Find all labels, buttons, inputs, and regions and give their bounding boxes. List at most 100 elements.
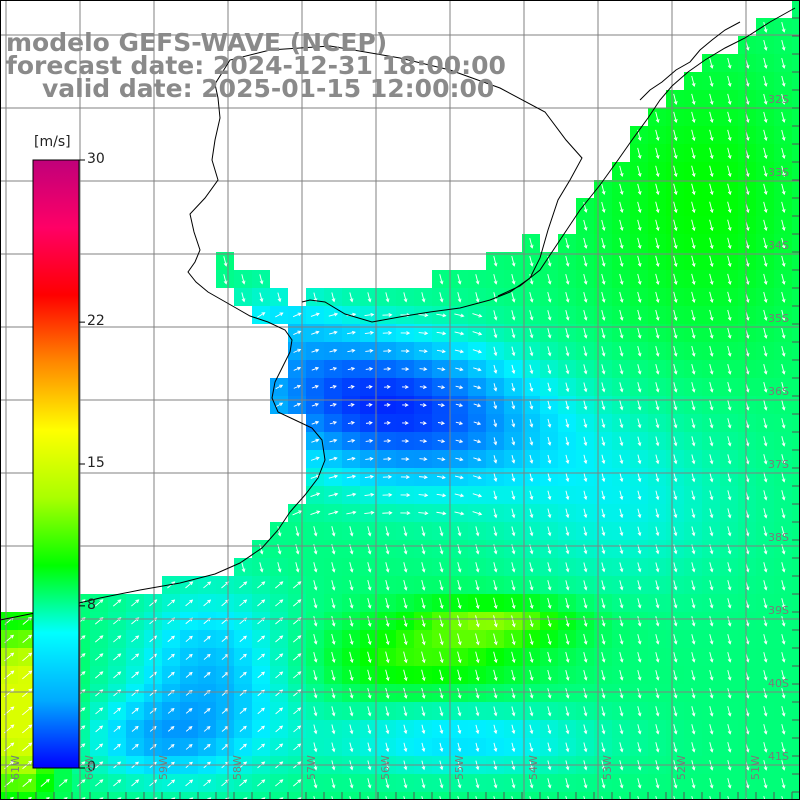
- wind-arrow: [475, 562, 480, 573]
- wind-arrow: [637, 273, 642, 285]
- wind-arrow: [565, 688, 570, 699]
- wind-arrow: [781, 400, 786, 411]
- wind-arrow: [439, 633, 444, 646]
- wind-arrow: [493, 346, 498, 357]
- wind-arrow: [167, 671, 175, 678]
- wind-arrow: [529, 742, 534, 753]
- wind-arrow: [763, 634, 768, 645]
- wind-arrow: [547, 597, 552, 609]
- lat-label: 38S: [768, 531, 789, 544]
- wind-arrow: [331, 292, 336, 303]
- wind-arrow: [385, 615, 390, 628]
- field-cell: [648, 792, 666, 800]
- wind-arrow: [421, 562, 426, 573]
- wind-arrow: [601, 508, 606, 519]
- wind-arrow: [583, 706, 588, 717]
- wind-arrow: [529, 400, 534, 410]
- wind-arrow: [727, 183, 732, 196]
- wind-arrow: [709, 111, 714, 124]
- wind-arrow: [275, 581, 284, 589]
- wind-arrow: [475, 669, 480, 682]
- wind-arrow: [277, 562, 282, 573]
- wind-arrow: [727, 57, 732, 69]
- wind-arrow: [493, 472, 498, 482]
- lat-label: 36S: [768, 385, 789, 398]
- wind-arrow: [547, 633, 552, 646]
- wind-arrow: [583, 273, 588, 285]
- wind-arrow: [781, 147, 786, 159]
- wind-arrow: [637, 652, 642, 663]
- field-cell: [0, 792, 18, 800]
- field-cell: [792, 540, 800, 558]
- wind-arrow: [565, 706, 570, 717]
- wind-arrow: [691, 291, 696, 304]
- wind-arrow: [619, 291, 624, 303]
- wind-arrow: [493, 778, 498, 789]
- wind-arrow: [419, 457, 428, 462]
- wind-arrow: [95, 743, 104, 751]
- wind-arrow: [673, 598, 678, 609]
- wind-arrow: [637, 400, 642, 411]
- field-cell: [792, 54, 800, 72]
- wind-arrow: [655, 634, 660, 645]
- lon-label: 57W: [305, 755, 318, 780]
- field-cell: [792, 324, 800, 342]
- wind-arrow: [421, 580, 426, 591]
- wind-arrow: [763, 796, 766, 800]
- wind-arrow: [257, 635, 266, 643]
- wind-arrow: [454, 331, 465, 336]
- wind-arrow: [619, 165, 624, 178]
- wind-arrow: [421, 796, 424, 800]
- wind-arrow: [781, 345, 786, 357]
- wind-arrow: [385, 562, 390, 573]
- wind-arrow: [292, 581, 302, 589]
- lat-label: 40S: [768, 677, 789, 690]
- wind-arrow: [511, 633, 516, 646]
- wind-arrow: [313, 616, 318, 627]
- wind-arrow: [384, 385, 391, 389]
- wind-arrow: [781, 129, 786, 141]
- wind-arrow: [385, 526, 390, 537]
- wind-arrow: [637, 382, 642, 393]
- wind-arrow: [511, 724, 516, 735]
- wind-arrow: [763, 652, 768, 663]
- wind-arrow: [367, 651, 372, 664]
- field-cell: [792, 378, 800, 396]
- wind-arrow: [421, 724, 426, 735]
- wind-arrow: [763, 580, 768, 591]
- field-cell: [270, 792, 288, 800]
- field-cell: [756, 792, 774, 800]
- wind-arrow: [349, 669, 354, 682]
- wind-arrow: [401, 439, 410, 443]
- wind-arrow: [385, 292, 390, 303]
- wind-arrow: [439, 669, 444, 682]
- wind-arrow: [727, 327, 732, 339]
- wind-arrow: [583, 562, 588, 573]
- wind-arrow: [113, 635, 122, 643]
- wind-arrow: [673, 291, 678, 304]
- wind-arrow: [565, 669, 570, 681]
- wind-arrow: [457, 292, 462, 303]
- wind-arrow: [763, 57, 768, 69]
- wind-arrow: [529, 562, 534, 573]
- wind-arrow: [366, 385, 373, 389]
- wind-arrow: [637, 454, 642, 465]
- field-cell: [792, 666, 800, 684]
- wind-arrow: [619, 382, 624, 393]
- wind-arrow: [364, 492, 375, 497]
- wind-arrow: [565, 526, 570, 537]
- wind-arrow: [637, 490, 642, 501]
- lat-label: 32S: [768, 93, 789, 106]
- wind-arrow: [619, 706, 624, 717]
- wind-arrow: [781, 724, 786, 735]
- wind-arrow: [673, 508, 678, 519]
- wind-arrow: [439, 796, 442, 800]
- wind-arrow: [565, 237, 570, 249]
- wind-arrow: [565, 742, 570, 753]
- wind-arrow: [385, 597, 390, 609]
- wind-arrow: [565, 400, 570, 411]
- wind-arrow: [655, 778, 660, 789]
- wind-arrow: [40, 778, 50, 787]
- wind-arrow: [583, 237, 588, 249]
- wind-arrow: [511, 310, 516, 321]
